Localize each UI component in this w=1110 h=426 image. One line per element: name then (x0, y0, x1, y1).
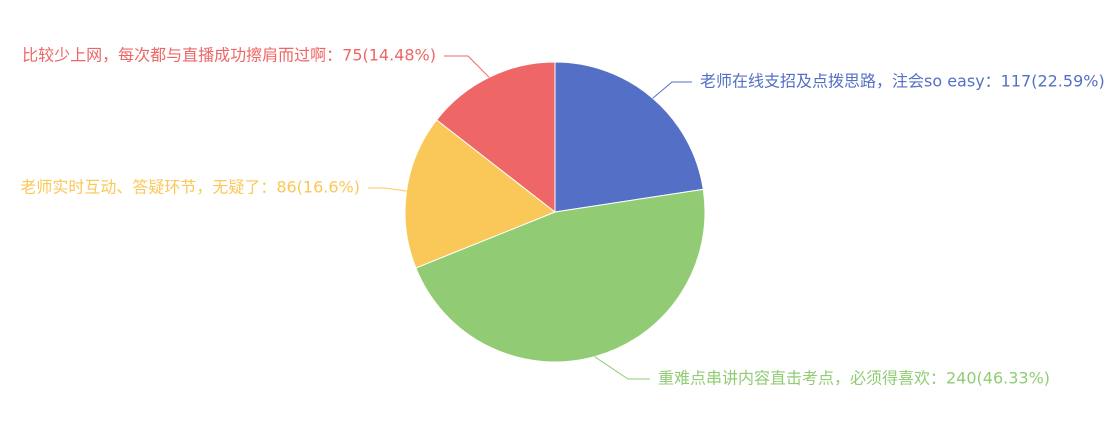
pie-label-2: 重难点串讲内容直击考点，必须得喜欢：240(46.33%) (658, 369, 1050, 388)
pie-slice-1[interactable] (554, 61, 704, 213)
pie-label-line-3 (368, 187, 407, 192)
pie-label-4: 比较少上网，每次都与直播成功擦肩而过啊：75(14.48%) (22, 46, 436, 65)
pie-labels: 老师在线支招及点拨思路，注会so easy：117(22.59%) 重难点串讲内容… (20, 46, 1104, 388)
pie-label-1: 老师在线支招及点拨思路，注会so easy：117(22.59%) (700, 72, 1105, 91)
pie-slices (404, 61, 706, 363)
pie-slice-2[interactable] (415, 188, 706, 363)
pie-label-line-1 (652, 81, 692, 99)
pie-label-line-4 (444, 55, 490, 78)
pie-label-line-2 (594, 356, 650, 380)
pie-label-3: 老师实时互动、答疑环节，无疑了：86(16.6%) (20, 178, 360, 197)
